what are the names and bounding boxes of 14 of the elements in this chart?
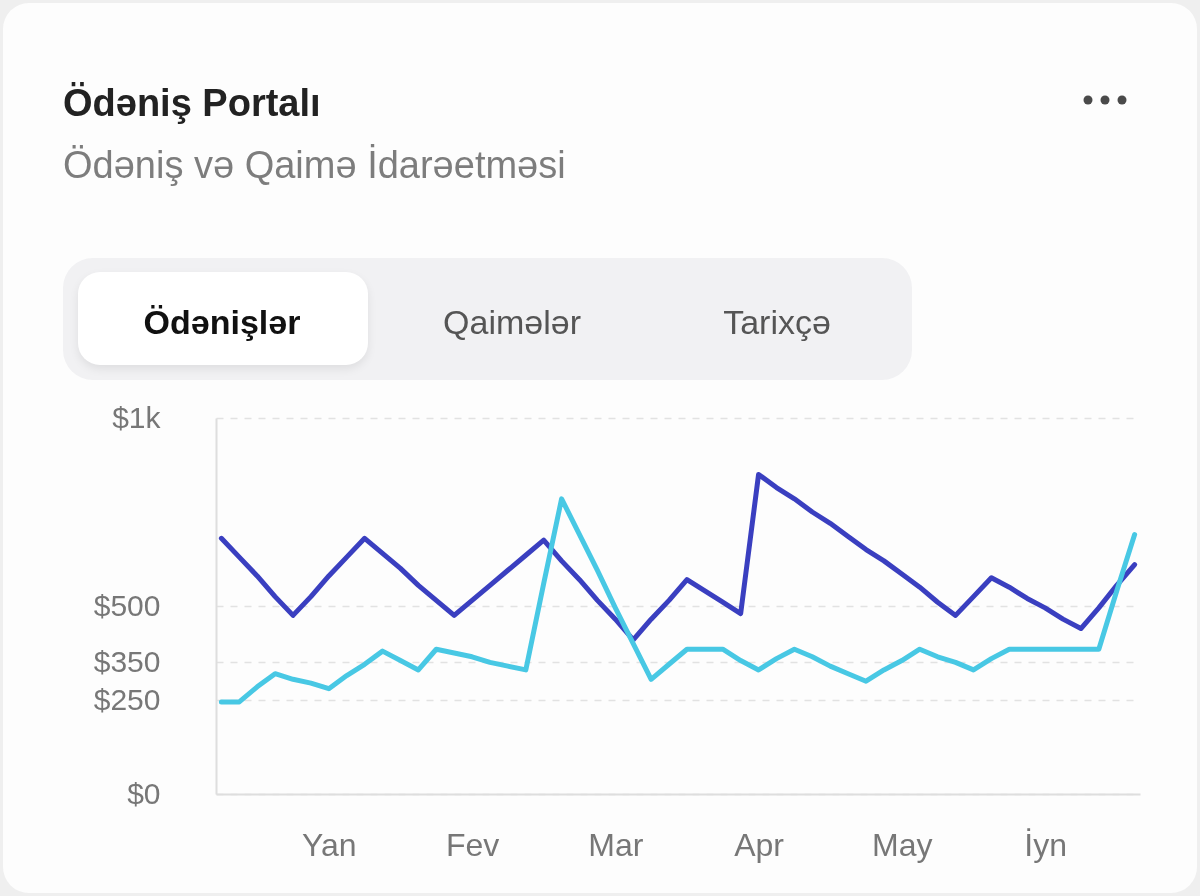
x-tick-label: İyn	[1024, 826, 1067, 863]
y-tick-label: $1k	[112, 400, 162, 434]
x-tick-label: May	[872, 826, 933, 863]
x-tick-label: Apr	[734, 826, 785, 863]
y-tick-label: $500	[93, 588, 161, 622]
y-tick-label: $350	[93, 644, 161, 678]
x-tick-label: Mar	[588, 826, 644, 863]
x-tick-label: Fev	[445, 826, 500, 863]
x-tick-label: Yan	[302, 826, 357, 863]
chart-subtitle: Ödəniş və Qaimə İdarəetməsi	[63, 143, 566, 188]
chart-title: Ödəniş Portalı	[63, 81, 321, 126]
tab-bar: Ödənişlər Qaimələr Tarixçə	[63, 258, 912, 380]
y-tick-label: $0	[127, 776, 161, 810]
y-tick-label: $250	[93, 682, 161, 716]
